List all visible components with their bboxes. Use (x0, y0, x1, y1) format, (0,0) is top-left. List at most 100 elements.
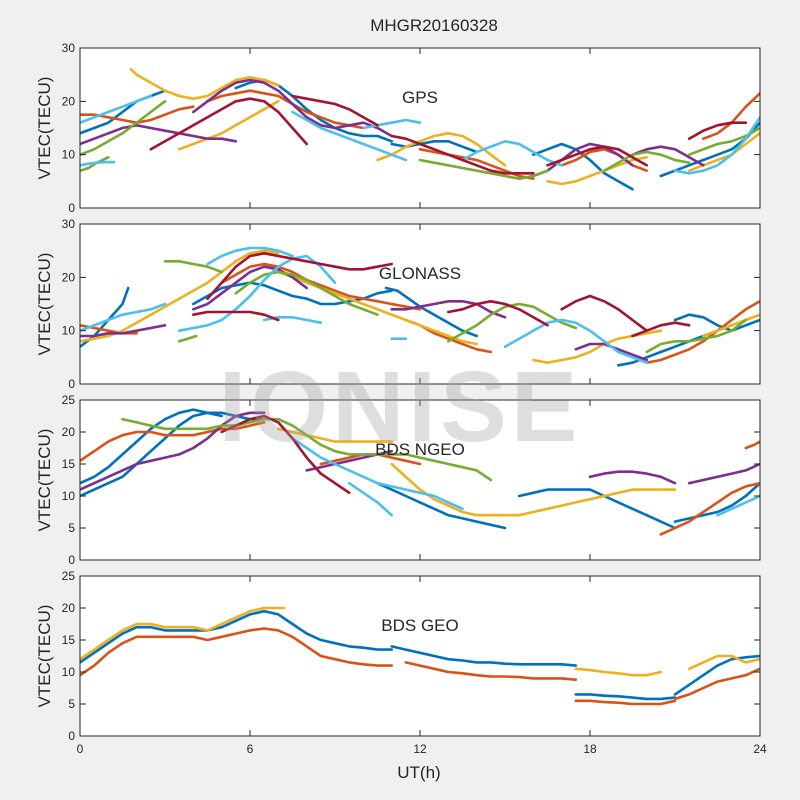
series-line (80, 411, 266, 491)
series-line (80, 94, 153, 124)
y-tick-label: 20 (62, 270, 76, 284)
y-tick-label: 5 (68, 521, 75, 535)
series-line (80, 156, 110, 172)
series-line (673, 481, 760, 523)
series-line (121, 417, 493, 482)
y-tick-label: 25 (62, 569, 76, 583)
x-tick-label: 12 (413, 742, 427, 756)
plot-area (80, 400, 760, 560)
series-line (602, 150, 691, 172)
series-group (80, 408, 760, 536)
y-tick-label: 10 (62, 665, 76, 679)
series-line (631, 321, 691, 338)
panel-label: BDS GEO (381, 616, 458, 635)
series-line (80, 408, 223, 485)
series-line (461, 140, 563, 167)
series-line (80, 124, 238, 146)
series-line (702, 313, 760, 338)
series-line (390, 462, 677, 517)
series-line (659, 481, 760, 536)
y-tick-label: 20 (62, 94, 76, 108)
series-line (574, 693, 677, 701)
series-line (192, 78, 393, 138)
y-tick-label: 10 (62, 489, 76, 503)
series-line (220, 414, 351, 495)
series-line (206, 246, 294, 266)
series-line (177, 100, 280, 151)
y-tick-label: 10 (62, 148, 76, 162)
series-line (687, 462, 760, 485)
y-tick-label: 0 (68, 201, 75, 215)
series-line (347, 481, 393, 517)
x-tick-label: 0 (77, 742, 84, 756)
series-line (687, 132, 760, 172)
series-line (277, 270, 478, 346)
y-tick-label: 25 (62, 393, 76, 407)
series-line (129, 68, 280, 100)
series-line (673, 667, 760, 701)
y-tick-label: 20 (62, 425, 76, 439)
series-line (291, 110, 408, 162)
series-line (673, 654, 760, 696)
series-line (574, 699, 677, 706)
y-tick-label: 30 (62, 41, 76, 55)
series-line (80, 100, 167, 156)
y-axis-label: VTEC(TECU) (35, 253, 54, 356)
plot-area (80, 48, 760, 208)
series-line (384, 286, 478, 338)
series-line (588, 470, 677, 485)
x-tick-label: 18 (583, 742, 597, 756)
x-tick-label: 24 (753, 742, 767, 756)
series-line (716, 494, 760, 517)
y-tick-label: 15 (62, 633, 76, 647)
series-line (192, 281, 393, 306)
y-axis-label: VTEC(TECU) (35, 77, 54, 180)
y-tick-label: 20 (62, 601, 76, 615)
series-line (80, 160, 116, 167)
series-line (418, 158, 549, 180)
panel-glonass: 0 10 20 30 VTEC(TECU) GLONASS (35, 217, 761, 391)
series-line (390, 645, 578, 667)
y-tick-label: 15 (62, 457, 76, 471)
panel-label: BDS NGEO (375, 440, 465, 459)
series-line (645, 318, 748, 354)
y-axis-label: VTEC(TECU) (35, 605, 54, 708)
series-line (744, 440, 760, 450)
series-line (390, 300, 507, 319)
y-tick-label: 30 (62, 217, 76, 231)
series-line (687, 121, 748, 140)
series-line (220, 262, 422, 311)
series-line (177, 334, 198, 343)
plot-area (80, 576, 760, 736)
y-tick-label: 5 (68, 697, 75, 711)
series-line (206, 89, 365, 130)
series-line (645, 300, 760, 364)
series-line (80, 627, 393, 677)
series-line (80, 606, 286, 661)
series-line (631, 145, 705, 167)
series-line (673, 313, 760, 332)
y-tick-label: 0 (68, 377, 75, 391)
series-line (574, 667, 663, 677)
series-line (376, 481, 507, 530)
series-group (80, 246, 760, 367)
series-group (80, 68, 760, 191)
series-line (163, 260, 223, 274)
series-line (447, 300, 549, 327)
panel-label: GLONASS (379, 264, 461, 283)
series-line (517, 488, 677, 530)
series-line (404, 661, 578, 681)
series-line (362, 118, 422, 130)
series-line (80, 421, 266, 463)
series-line (149, 97, 308, 151)
panel-bds-geo: 0 5 10 15 20 25 0 6 12 18 24 VTEC(TECU) BDS GEO (35, 569, 767, 756)
y-axis-label: VTEC(TECU) (35, 429, 54, 532)
series-line (80, 411, 266, 498)
series-line (291, 437, 464, 511)
series-line (503, 318, 648, 364)
series-line (277, 427, 393, 443)
y-tick-label: 0 (68, 553, 75, 567)
figure-title: MHGR20160328 (370, 16, 498, 35)
